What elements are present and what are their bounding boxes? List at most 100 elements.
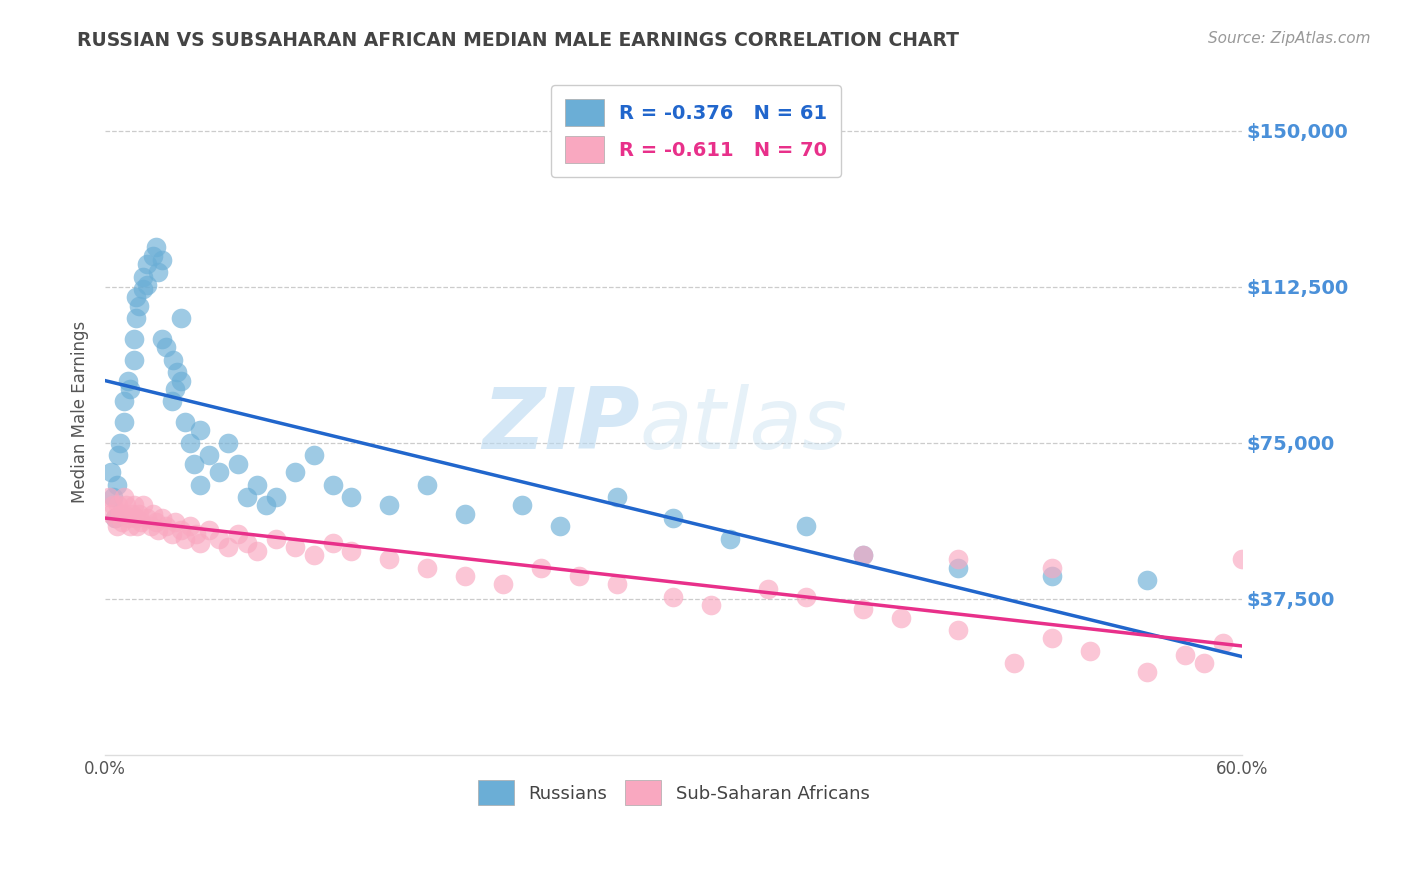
Point xyxy=(340,490,363,504)
Point xyxy=(946,623,969,637)
Point xyxy=(100,465,122,479)
Point xyxy=(530,560,553,574)
Point xyxy=(1002,657,1025,671)
Point xyxy=(302,449,325,463)
Point xyxy=(198,449,221,463)
Point xyxy=(606,577,628,591)
Point xyxy=(122,332,145,346)
Point xyxy=(188,535,211,549)
Point xyxy=(662,510,685,524)
Point xyxy=(142,249,165,263)
Point xyxy=(246,477,269,491)
Point xyxy=(112,507,135,521)
Point xyxy=(166,365,188,379)
Point xyxy=(170,311,193,326)
Point xyxy=(104,510,127,524)
Point xyxy=(107,449,129,463)
Point xyxy=(548,519,571,533)
Point xyxy=(128,299,150,313)
Point xyxy=(148,265,170,279)
Point xyxy=(208,532,231,546)
Point xyxy=(132,269,155,284)
Point xyxy=(236,490,259,504)
Point xyxy=(104,510,127,524)
Point xyxy=(217,540,239,554)
Point xyxy=(568,569,591,583)
Point xyxy=(416,477,439,491)
Point xyxy=(170,523,193,537)
Point xyxy=(254,498,277,512)
Text: RUSSIAN VS SUBSAHARAN AFRICAN MEDIAN MALE EARNINGS CORRELATION CHART: RUSSIAN VS SUBSAHARAN AFRICAN MEDIAN MAL… xyxy=(77,31,959,50)
Point xyxy=(284,465,307,479)
Point xyxy=(510,498,533,512)
Point xyxy=(1174,648,1197,662)
Point xyxy=(852,548,875,562)
Point xyxy=(340,544,363,558)
Point xyxy=(208,465,231,479)
Point xyxy=(184,527,207,541)
Point xyxy=(162,352,184,367)
Point xyxy=(107,498,129,512)
Point xyxy=(179,519,201,533)
Point xyxy=(606,490,628,504)
Point xyxy=(111,515,134,529)
Point xyxy=(756,582,779,596)
Point xyxy=(321,535,343,549)
Point xyxy=(145,240,167,254)
Point xyxy=(946,552,969,566)
Point xyxy=(150,332,173,346)
Point xyxy=(284,540,307,554)
Point xyxy=(135,277,157,292)
Point xyxy=(416,560,439,574)
Point xyxy=(129,515,152,529)
Point xyxy=(110,507,132,521)
Point xyxy=(217,436,239,450)
Point xyxy=(188,424,211,438)
Point xyxy=(127,519,149,533)
Point xyxy=(1192,657,1215,671)
Point xyxy=(1078,644,1101,658)
Text: ZIP: ZIP xyxy=(482,384,640,467)
Point xyxy=(139,519,162,533)
Point xyxy=(492,577,515,591)
Point xyxy=(173,415,195,429)
Point xyxy=(150,252,173,267)
Point xyxy=(135,257,157,271)
Point xyxy=(117,510,139,524)
Point xyxy=(155,340,177,354)
Point xyxy=(264,532,287,546)
Point xyxy=(302,548,325,562)
Point xyxy=(100,507,122,521)
Point xyxy=(1040,632,1063,646)
Point xyxy=(454,507,477,521)
Point xyxy=(160,527,183,541)
Point xyxy=(264,490,287,504)
Point xyxy=(1040,560,1063,574)
Point xyxy=(145,515,167,529)
Point xyxy=(198,523,221,537)
Point xyxy=(1040,569,1063,583)
Point xyxy=(236,535,259,549)
Point xyxy=(124,510,146,524)
Point xyxy=(98,490,121,504)
Point xyxy=(454,569,477,583)
Point xyxy=(121,507,143,521)
Point xyxy=(150,510,173,524)
Point xyxy=(165,382,187,396)
Point xyxy=(662,590,685,604)
Point xyxy=(246,544,269,558)
Point xyxy=(128,507,150,521)
Point xyxy=(132,282,155,296)
Point xyxy=(142,507,165,521)
Point xyxy=(700,598,723,612)
Text: atlas: atlas xyxy=(640,384,848,467)
Point xyxy=(718,532,741,546)
Point xyxy=(226,527,249,541)
Point xyxy=(101,498,124,512)
Text: Source: ZipAtlas.com: Source: ZipAtlas.com xyxy=(1208,31,1371,46)
Point xyxy=(118,382,141,396)
Point xyxy=(794,519,817,533)
Point xyxy=(852,548,875,562)
Point xyxy=(132,498,155,512)
Point xyxy=(173,532,195,546)
